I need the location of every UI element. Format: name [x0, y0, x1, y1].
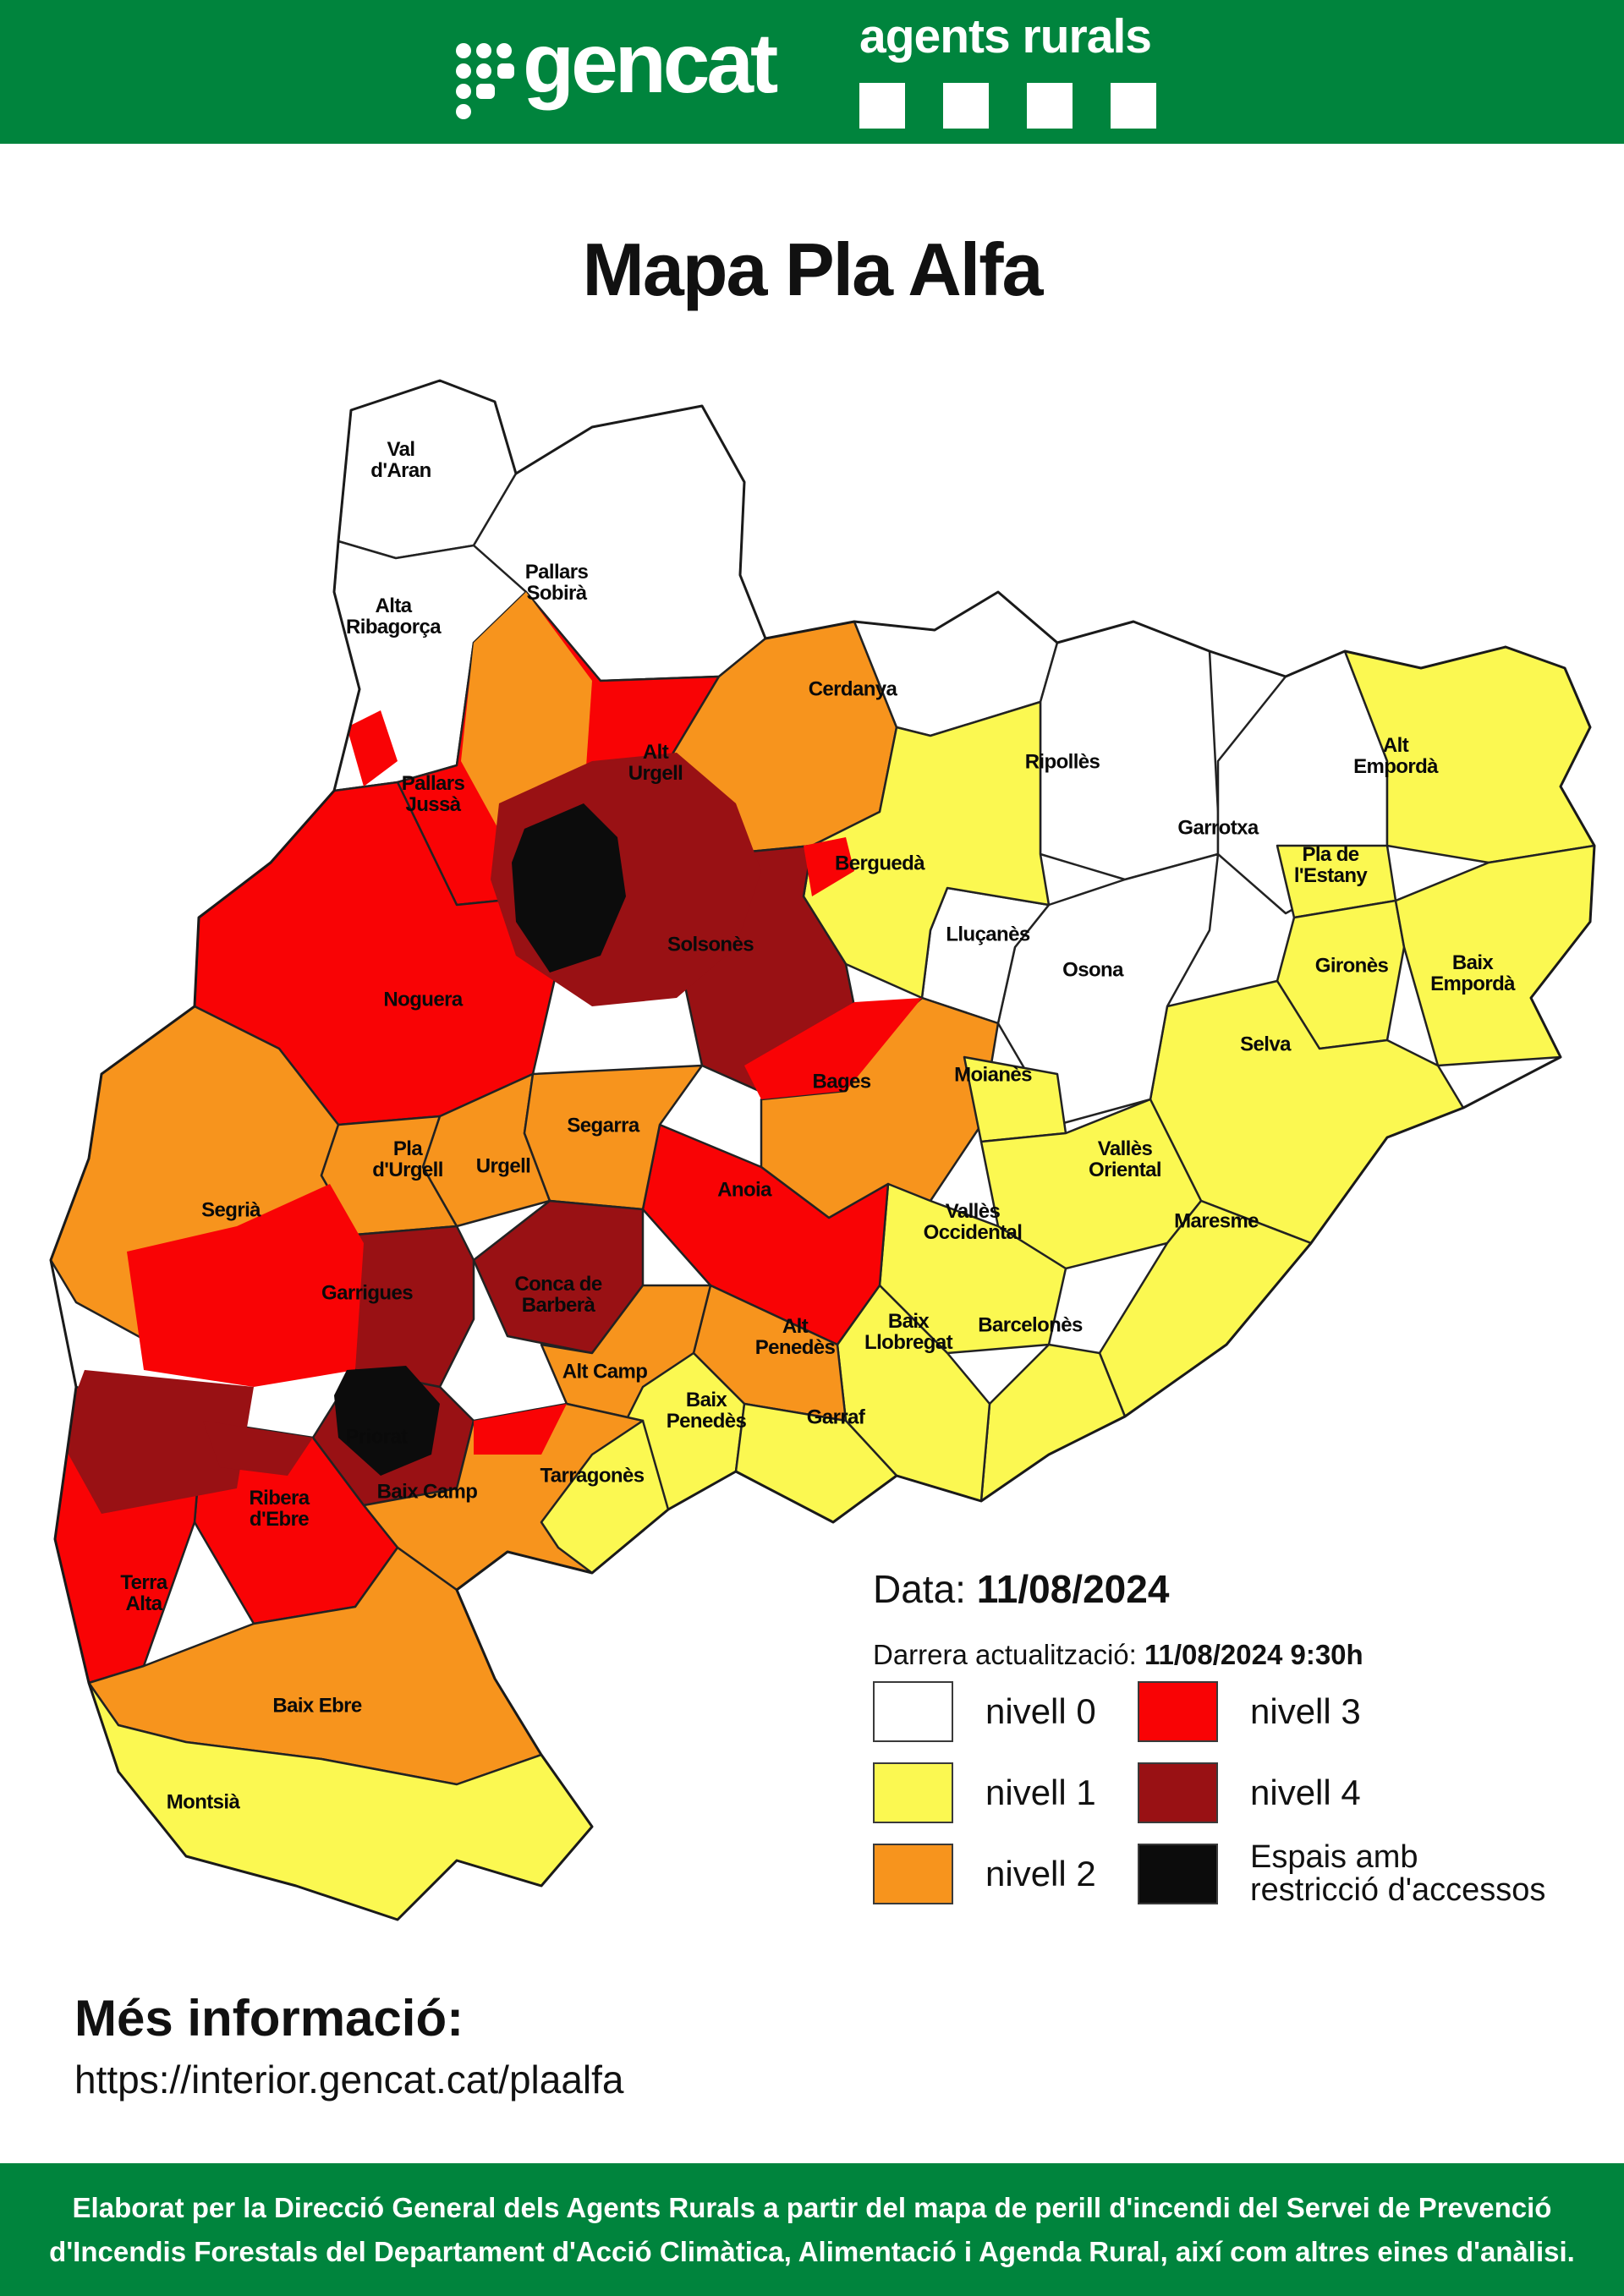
comarca-label-alt-urgell: Alt Urgell: [628, 741, 683, 785]
legend-swatch-0: [873, 1681, 953, 1742]
legend-label: nivell 4: [1250, 1772, 1361, 1812]
legend-swatch-3: [1138, 1681, 1218, 1742]
legend-swatch-4: [1138, 1762, 1218, 1823]
date-label: Data:: [873, 1567, 966, 1611]
legend-item-4: nivell 4: [1138, 1762, 1545, 1823]
agents-rurals-squares-icon: [859, 83, 1156, 129]
gencat-wordmark: gencat: [523, 16, 778, 111]
comarca-label-anoia: Anoia: [717, 1178, 771, 1202]
level-3-patch: [474, 1404, 567, 1455]
comarca-label-llucanes: Lluçanès: [946, 923, 1030, 946]
updated-line: Darrera actualització: 11/08/2024 9:30h: [873, 1639, 1363, 1671]
comarca-label-cerdanya: Cerdanya: [808, 677, 897, 701]
comarca-label-valles-occidental: Vallès Occidental: [923, 1200, 1023, 1244]
comarca-label-maresme: Maresme: [1174, 1209, 1259, 1233]
updated-label: Darrera actualització:: [873, 1639, 1137, 1670]
comarca-label-baix-emporda: Baix Empordà: [1430, 951, 1515, 995]
comarca-label-barcelones: Barcelonès: [978, 1313, 1083, 1337]
footer-line-2: d'Incendis Forestals del Departament d'A…: [49, 2235, 1575, 2267]
comarca-label-ribera-ebre: Ribera d'Ebre: [249, 1487, 310, 1531]
level-4-patch: [59, 1370, 254, 1514]
comarca-label-segria: Segrià: [201, 1198, 261, 1222]
agents-rurals-square: [943, 83, 989, 129]
agents-rurals-square: [1027, 83, 1073, 129]
comarca-label-segarra: Segarra: [567, 1114, 639, 1137]
legend-swatch-restricted: [1138, 1844, 1218, 1904]
page-title: Mapa Pla Alfa: [582, 227, 1044, 311]
updated-value: 11/08/2024 9:30h: [1144, 1639, 1363, 1670]
comarca-label-moianes: Moianès: [954, 1063, 1032, 1087]
level-4-patch: [203, 1421, 313, 1476]
legend-column-left: nivell 0 nivell 1 nivell 2: [873, 1681, 1096, 1925]
comarca-label-alt-camp: Alt Camp: [562, 1360, 648, 1384]
restricted-access-area: [512, 803, 626, 973]
comarca-label-terra-alta: Terra Alta: [120, 1571, 167, 1615]
level-3-patch: [744, 998, 922, 1099]
legend-item-restricted: Espais amb restricció d'accessos: [1138, 1839, 1546, 1908]
more-info-url[interactable]: https://interior.gencat.cat/plaalfa: [74, 2058, 624, 2101]
comarca-label-solsones: Solsonès: [667, 933, 754, 956]
comarca-label-baix-ebre: Baix Ebre: [272, 1694, 362, 1718]
header-bar: gencat agents rurals: [0, 0, 1624, 144]
comarca-label-baix-camp: Baix Camp: [376, 1480, 478, 1504]
legend-column-right: nivell 3 nivell 4 Espais amb restricció d'…: [1138, 1681, 1545, 1925]
footer-bar: Elaborat per la Direcció General dels Ag…: [0, 2163, 1624, 2296]
agents-rurals-square: [859, 83, 905, 129]
comarca-label-osona: Osona: [1062, 958, 1123, 982]
legend-label: nivell 0: [985, 1690, 1096, 1731]
legend-item-1: nivell 1: [873, 1762, 1096, 1823]
legend-item-2: nivell 2: [873, 1844, 1096, 1904]
comarca-label-urgell: Urgell: [475, 1154, 531, 1178]
legend-swatch-1: [873, 1762, 953, 1823]
gencat-logo-icon: [456, 43, 514, 119]
comarca-label-pallars-sobira: Pallars Sobirà: [524, 561, 589, 605]
comarca-label-montsia: Montsià: [166, 1790, 240, 1814]
comarca-label-valles-oriental: Vallès Oriental: [1089, 1137, 1162, 1181]
comarca-label-tarragones: Tarragonès: [540, 1464, 645, 1488]
comarca-label-val-daran: Val d'Aran: [370, 438, 431, 482]
comarca-label-alta-ribagorca: Alta Ribagorça: [346, 595, 442, 638]
comarca-label-priorat: Priorat: [345, 1425, 408, 1449]
date-value: 11/08/2024: [976, 1567, 1170, 1611]
comarca-label-bergueda: Berguedà: [835, 852, 925, 875]
comarca-label-alt-penedes: Alt Penedès: [754, 1315, 836, 1359]
level-3-patch: [347, 710, 398, 786]
comarca-label-pallars-jussa: Pallars Jussà: [401, 772, 465, 816]
legend-item-3: nivell 3: [1138, 1681, 1545, 1742]
comarca-label-alt-emporda: Alt Empordà: [1353, 734, 1438, 778]
restricted-access-area: [334, 1366, 440, 1476]
legend-label: Espais amb restricció d'accessos: [1250, 1839, 1546, 1908]
comarca-label-pla-estany: Pla de l'Estany: [1293, 843, 1368, 887]
agents-rurals-wordmark: agents rurals: [859, 9, 1152, 63]
legend-label: nivell 1: [985, 1772, 1096, 1812]
comarca-label-pla-urgell: Pla d'Urgell: [372, 1137, 443, 1181]
agents-rurals-square: [1111, 83, 1156, 129]
level-3-patch: [804, 837, 854, 896]
comarca-label-bages: Bages: [812, 1070, 871, 1093]
comarca-label-girones: Gironès: [1314, 954, 1389, 978]
comarca-label-garrigues: Garrigues: [321, 1281, 414, 1305]
date-line: Data: 11/08/2024: [873, 1566, 1169, 1612]
comarca-label-baix-llobregat: Baix Llobregat: [864, 1310, 953, 1354]
level-3-patch: [127, 1184, 364, 1387]
comarca-label-baix-penedes: Baix Penedès: [666, 1389, 747, 1433]
footer-line-1: Elaborat per la Direcció General dels Ag…: [72, 2192, 1552, 2224]
comarca-label-conca-barbera: Conca de Barberà: [514, 1273, 602, 1317]
comarca-label-selva: Selva: [1240, 1033, 1291, 1056]
comarca-label-garraf: Garraf: [806, 1406, 865, 1429]
comarca-label-garrotxa: Garrotxa: [1177, 816, 1259, 840]
legend-swatch-2: [873, 1844, 953, 1904]
comarca-label-noguera: Noguera: [383, 988, 463, 1011]
comarca-label-ripolles: Ripollès: [1024, 750, 1100, 774]
comarca-shape-anoia: [641, 1123, 890, 1346]
legend-label: nivell 3: [1250, 1690, 1361, 1731]
legend-item-0: nivell 0: [873, 1681, 1096, 1742]
more-info-heading: Més informació:: [74, 1990, 464, 2047]
legend-label: nivell 2: [985, 1853, 1096, 1893]
